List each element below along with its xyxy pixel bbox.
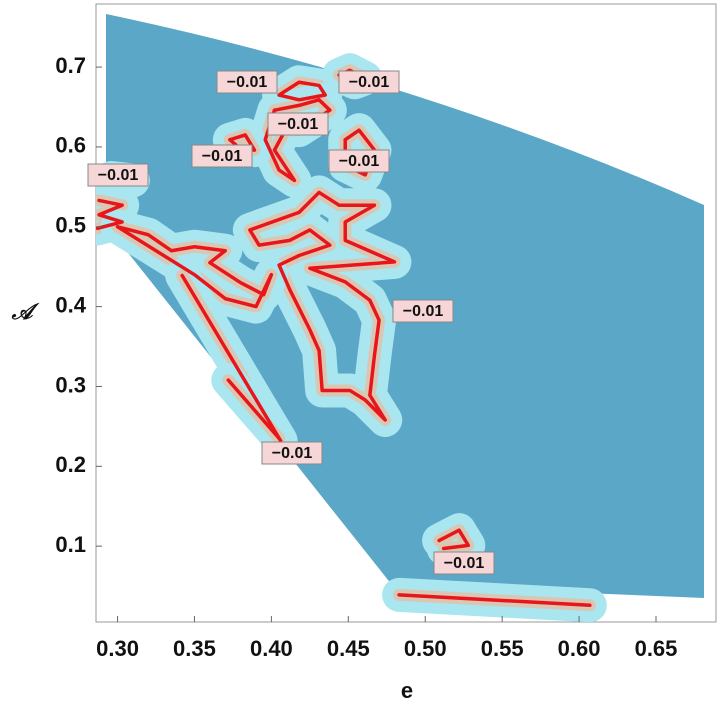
- contour-label: −0.01: [403, 303, 444, 320]
- contour-label: −0.01: [278, 116, 319, 133]
- y-tick-label: 0.3: [55, 372, 86, 397]
- y-tick-label: 0.7: [55, 53, 86, 78]
- contour-label: −0.01: [227, 74, 268, 91]
- contour-label-box: [433, 551, 495, 575]
- contour-line: [277, 80, 327, 102]
- x-tick-label: 0.35: [173, 636, 216, 661]
- x-tick-label: 0.40: [250, 636, 293, 661]
- contour-line: [226, 378, 281, 441]
- contour-label: −0.01: [339, 153, 380, 170]
- contour-label-box: [87, 163, 149, 187]
- contour-label: −0.01: [272, 445, 313, 462]
- contour-layer: [96, 68, 592, 607]
- contour-label-box: [338, 70, 400, 94]
- contour-label: −0.01: [444, 555, 485, 572]
- contour-label-box: [328, 149, 390, 173]
- y-tick-label: 0.4: [55, 292, 86, 317]
- x-tick-label: 0.50: [404, 636, 447, 661]
- contour-label-box: [261, 441, 323, 465]
- y-axis-label: 𝒜: [11, 299, 41, 324]
- y-tick-label: 0.2: [55, 452, 86, 477]
- x-tick-label: 0.60: [558, 636, 601, 661]
- y-tick-label: 0.1: [55, 532, 86, 557]
- contour-line: [248, 190, 397, 422]
- x-axis-label: e: [401, 678, 413, 703]
- contour-line: [397, 593, 592, 607]
- y-tick-label: 0.5: [55, 213, 86, 238]
- x-tick-label: 0.55: [481, 636, 524, 661]
- y-tick-label: 0.6: [55, 133, 86, 158]
- contour-label: −0.01: [202, 148, 243, 165]
- contour-label-box: [191, 144, 253, 168]
- contour-label-box: [216, 70, 278, 94]
- contour-label: −0.01: [98, 167, 139, 184]
- contour-line: [437, 528, 471, 551]
- contour-label-box: [392, 299, 454, 323]
- contour-labels: −0.01 −0.01 −0.01 −0.01 −0.01 −0.01 −0.01 −0.01…: [87, 70, 495, 575]
- contour-label: −0.01: [349, 74, 390, 91]
- axes: 0.30 0.35 0.40 0.45 0.50 0.55 0.60 0.65 0.1 0.2 0.…: [55, 53, 677, 661]
- contour-label-box: [267, 112, 329, 136]
- contour-line: [180, 273, 283, 443]
- x-tick-label: 0.65: [635, 636, 678, 661]
- x-tick-label: 0.45: [327, 636, 370, 661]
- contour-line: [96, 198, 124, 231]
- contour-line: [115, 225, 274, 309]
- x-tick-label: 0.30: [96, 636, 139, 661]
